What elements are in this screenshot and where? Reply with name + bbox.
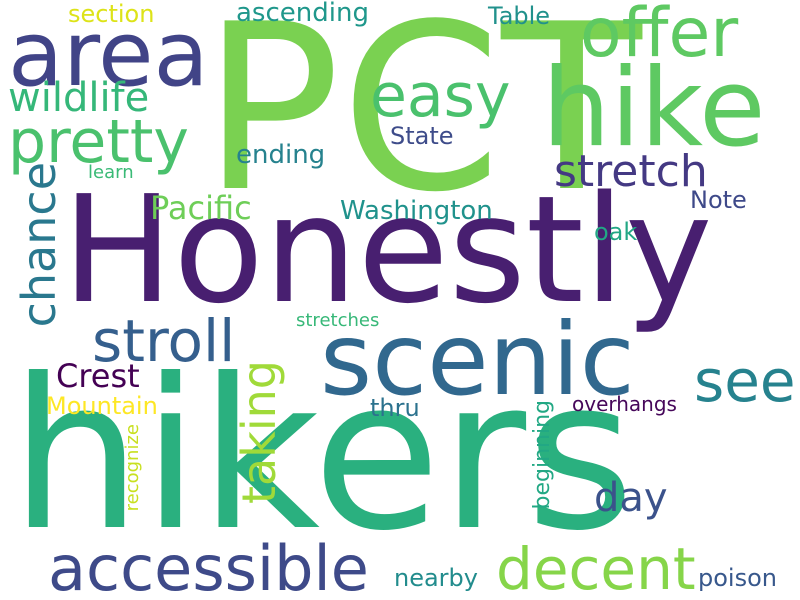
word-taking: taking xyxy=(232,360,286,504)
word-beginning: beginning xyxy=(530,400,555,510)
word-washington: Washington xyxy=(340,196,493,226)
word-stroll: stroll xyxy=(92,307,236,375)
word-overhangs: overhangs xyxy=(572,392,677,416)
word-state: State xyxy=(390,122,454,150)
word-chance: chance xyxy=(12,162,66,328)
word-ending: ending xyxy=(236,140,326,170)
word-see: see xyxy=(694,347,796,415)
word-crest: Crest xyxy=(56,357,140,395)
word-section: section xyxy=(68,0,155,28)
word-learn: learn xyxy=(88,162,134,183)
word-oak: oak xyxy=(594,218,638,246)
word-hike: hike xyxy=(542,46,766,171)
word-honestly: Honestly xyxy=(62,164,713,336)
word-pct: PCT xyxy=(202,0,642,243)
word-note: Note xyxy=(690,186,747,214)
word-stretches: stretches xyxy=(296,310,380,331)
word-pretty: pretty xyxy=(8,107,189,177)
word-offer: offer xyxy=(580,0,739,73)
word-day: day xyxy=(594,475,668,521)
word-scenic: scenic xyxy=(320,301,635,418)
word-poison: poison xyxy=(698,564,777,592)
word-thru: thru xyxy=(370,394,420,422)
word-mountain: Mountain xyxy=(46,392,158,420)
word-area: area xyxy=(8,2,209,107)
word-accessible: accessible xyxy=(48,532,369,600)
word-decent: decent xyxy=(496,535,696,600)
word-recognize: recognize xyxy=(122,424,143,512)
word-ascending: ascending xyxy=(236,0,369,28)
word-stretch: stretch xyxy=(554,146,708,197)
word-easy: easy xyxy=(370,61,511,131)
word-wildlife: wildlife xyxy=(8,75,150,121)
word-table: Table xyxy=(488,2,551,30)
word-nearby: nearby xyxy=(394,564,478,592)
word-pacific: Pacific xyxy=(150,189,252,227)
word-hikers: hikers xyxy=(10,335,635,577)
